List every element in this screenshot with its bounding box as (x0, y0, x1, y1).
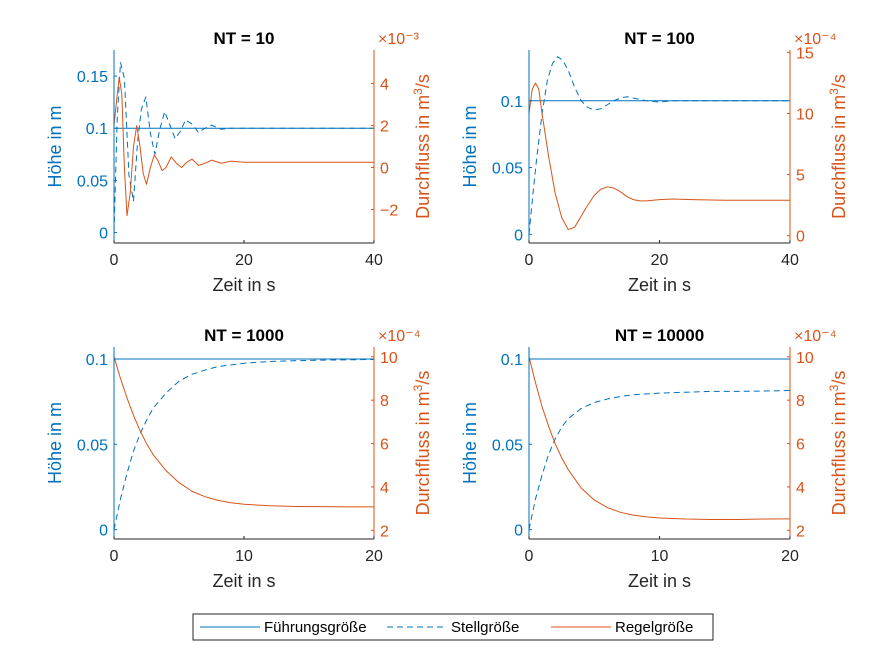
y-axis-label-right-base: Durchfluss in m (829, 391, 849, 515)
y-tick-label-right: 15 (796, 45, 814, 62)
right-axis-exponent: ×10⁻⁴ (794, 328, 837, 345)
right-axis-exponent: ×10⁻⁴ (378, 328, 421, 345)
legend-box (192, 613, 714, 641)
legend-entry-3: Regelgröße (615, 619, 693, 636)
y-tick-label-right: 8 (796, 393, 805, 410)
y-axis-label-right-base: Durchfluss in m (413, 391, 433, 515)
y-tick-label-right: 6 (380, 437, 389, 454)
y-tick-label-left: 0.05 (77, 437, 108, 454)
x-axis-label: Zeit in s (628, 571, 691, 591)
y-tick-label-left: 0.1 (501, 94, 523, 111)
x-tick-label: 10 (651, 548, 669, 565)
subplot-title: NT = 100 (624, 29, 694, 48)
y-tick-label-right: 2 (380, 523, 389, 540)
y-tick-label-left: 0 (514, 523, 523, 540)
y-tick-label-right: 5 (796, 168, 805, 185)
x-tick-label: 20 (651, 252, 669, 269)
x-tick-label: 40 (781, 252, 799, 269)
series-line-3 (529, 82, 790, 231)
x-tick-label: 20 (781, 548, 799, 565)
y-axis-label-left: Höhe in m (45, 105, 65, 187)
y-tick-label-right: 8 (380, 393, 389, 410)
legend: Führungsgröße Stellgröße Regelgröße (192, 613, 714, 641)
series-group (114, 62, 374, 233)
right-axis-exponent: ×10⁻³ (378, 31, 420, 48)
y-axis-label-right: Durchfluss in m3/s (411, 74, 433, 219)
y-axis-label-right-sup: 3 (827, 384, 841, 391)
x-tick-label: 10 (235, 548, 253, 565)
right-axis-exponent: ×10⁻⁴ (794, 31, 837, 48)
y-tick-label-right: 2 (796, 523, 805, 540)
y-tick-label-left: 0 (99, 523, 108, 540)
y-axis-label-right-sup: 3 (827, 88, 841, 95)
y-tick-label-right: −2 (380, 202, 398, 219)
y-axis-label-right-tail: /s (829, 371, 849, 385)
subplot-title: NT = 1000 (204, 326, 284, 345)
y-axis-label-right-tail: /s (829, 74, 849, 88)
y-tick-label-right: 10 (796, 350, 814, 367)
y-tick-label-left: 0.1 (86, 352, 108, 369)
y-tick-label-left: 0.1 (501, 352, 523, 369)
y-axis-label-right-tail: /s (413, 371, 433, 385)
y-tick-label-left: 0 (99, 226, 108, 243)
y-tick-label-right: 10 (796, 107, 814, 124)
series-group (529, 356, 790, 530)
y-tick-label-right: 10 (380, 350, 398, 367)
series-line-2 (114, 62, 374, 233)
y-tick-label-left: 0 (514, 227, 523, 244)
y-tick-label-left: 0.1 (86, 121, 108, 138)
x-axis-label: Zeit in s (212, 571, 275, 591)
legend-entry-2: Stellgröße (451, 619, 519, 636)
y-tick-label-right: 0 (380, 160, 389, 177)
y-axis-label-right: Durchfluss in m3/s (411, 371, 433, 516)
y-axis-label-right: Durchfluss in m3/s (827, 371, 849, 516)
y-axis-label-left: Höhe in m (460, 402, 480, 484)
legend-entry-1: Führungsgröße (264, 619, 367, 636)
subplot-3: 0 10 20 0 0.05 0.1 2 4 6 8 10 ×10⁻⁴ NT = 1000 Zeit in… (45, 326, 433, 591)
subplot-title: NT = 10000 (615, 326, 704, 345)
series-group (529, 56, 790, 235)
y-axis-label-right-sup: 3 (411, 88, 425, 95)
y-axis-label-left: Höhe in m (45, 402, 65, 484)
series-group (114, 356, 374, 530)
series-line-3 (114, 356, 374, 508)
y-tick-label-right: 4 (380, 77, 389, 94)
y-axis-label-right-tail: /s (413, 74, 433, 88)
series-line-2 (529, 56, 790, 235)
series-line-3 (529, 356, 790, 520)
y-tick-label-right: 6 (796, 437, 805, 454)
y-axis-label-right: Durchfluss in m3/s (827, 74, 849, 219)
subplot-4: 0 10 20 0 0.05 0.1 2 4 6 8 10 ×10⁻⁴ NT = 10000 Zeit i… (460, 326, 849, 591)
y-tick-label-left: 0.05 (77, 173, 108, 190)
series-line-2 (529, 390, 790, 530)
y-axis-label-left: Höhe in m (460, 105, 480, 187)
y-axis-label-right-base: Durchfluss in m (413, 95, 433, 219)
y-tick-label-left: 0.05 (492, 437, 523, 454)
x-tick-label: 0 (525, 548, 534, 565)
y-axis-label-right-base: Durchfluss in m (829, 95, 849, 219)
x-tick-label: 0 (525, 252, 534, 269)
x-tick-label: 0 (110, 252, 119, 269)
y-tick-label-right: 0 (796, 229, 805, 246)
y-axis-label-right-sup: 3 (411, 384, 425, 391)
y-tick-label-left: 0.05 (492, 161, 523, 178)
x-tick-label: 20 (235, 252, 253, 269)
series-line-2 (114, 358, 374, 530)
y-tick-label-right: 4 (796, 480, 805, 497)
y-tick-label-right: 2 (380, 119, 389, 136)
subplot-2: 0 20 40 0 0.05 0.1 0 5 10 15×10⁻⁴ NT = 100 Zeit in … (460, 29, 849, 295)
series-line-3 (114, 76, 374, 217)
subplot-1: 0 20 40 0 0.05 0.1 0.15 −2 0 2 4 ×10⁻³ NT = 10 Zeit i… (45, 29, 433, 295)
y-tick-label-right: 4 (380, 480, 389, 497)
x-axis-label: Zeit in s (212, 275, 275, 295)
x-tick-label: 0 (110, 548, 119, 565)
x-tick-label: 20 (365, 548, 383, 565)
x-axis-label: Zeit in s (628, 275, 691, 295)
x-tick-label: 40 (365, 252, 383, 269)
subplot-title: NT = 10 (214, 29, 275, 48)
y-tick-label-left: 0.15 (77, 69, 108, 86)
